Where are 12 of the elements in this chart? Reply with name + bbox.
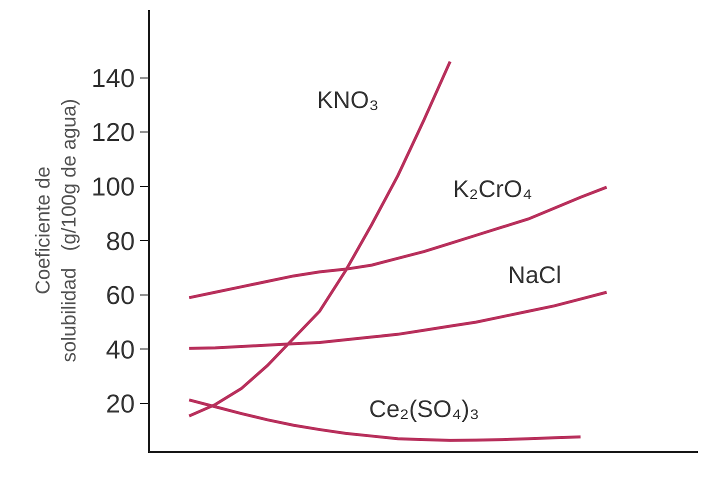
y-tick-label: 100 [91, 172, 135, 202]
series-label: K₂CrO₄ [453, 176, 532, 203]
series-label: NaCl [508, 262, 562, 289]
y-tick-label: 60 [106, 280, 135, 310]
y-axis-title: Coeficiente de solubilidad (g/100g de agua) [32, 98, 80, 362]
y-tick-label: 40 [106, 334, 135, 364]
y-tick-label: 80 [106, 226, 135, 256]
y-tick-label: 20 [106, 388, 135, 419]
y-tick-label: 120 [91, 117, 135, 148]
series-label: Ce₂(SO₄)₃ [369, 396, 480, 423]
y-tick-label: 140 [91, 62, 135, 93]
series-label: KNO₃ [317, 87, 379, 114]
